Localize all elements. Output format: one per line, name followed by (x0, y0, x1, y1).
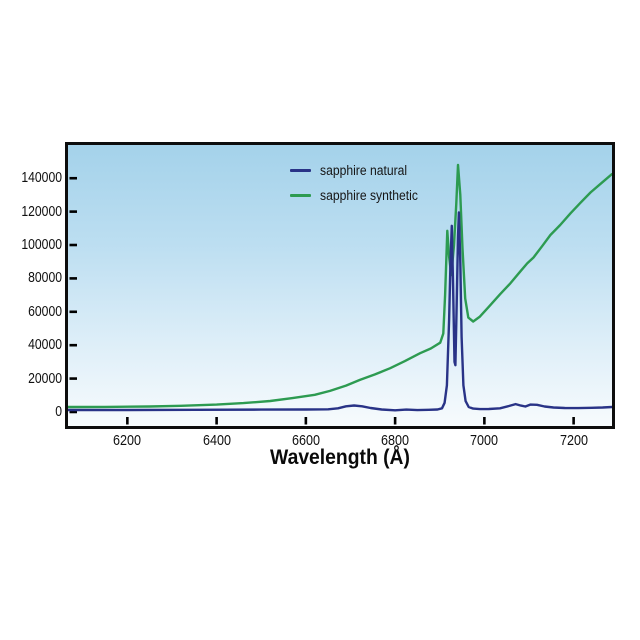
y-tick-label: 120000 (21, 203, 62, 220)
y-tick-label: 100000 (21, 237, 62, 253)
legend-item-synthetic: sapphire synthetic (290, 183, 429, 208)
x-tick-label: 7200 (559, 432, 588, 449)
x-tick-label: 6800 (381, 432, 410, 449)
legend-label-natural: sapphire natural (320, 163, 408, 178)
y-tick-label: 40000 (28, 337, 63, 354)
x-tick-label: 6600 (291, 432, 320, 449)
legend-swatch-natural (290, 169, 311, 172)
plot-area: sapphire natural sapphire synthetic (65, 142, 615, 429)
y-tick-label: 140000 (21, 170, 62, 187)
y-tick-label: 0 (55, 403, 62, 420)
y-tick-label: 80000 (28, 270, 63, 287)
x-tick-label: 7000 (470, 432, 499, 449)
y-tick-label: 60000 (28, 303, 63, 320)
chart-canvas (68, 163, 612, 425)
x-tick-label: 6200 (113, 432, 142, 449)
x-axis-title: Wavelength (Å) (270, 446, 410, 469)
legend: sapphire natural sapphire synthetic (290, 158, 429, 208)
legend-label-synthetic: sapphire synthetic (320, 188, 418, 203)
x-tick-label: 6400 (202, 432, 231, 449)
y-tick-label: 20000 (28, 370, 63, 387)
legend-swatch-synthetic (290, 194, 311, 197)
legend-item-natural: sapphire natural (290, 158, 429, 183)
